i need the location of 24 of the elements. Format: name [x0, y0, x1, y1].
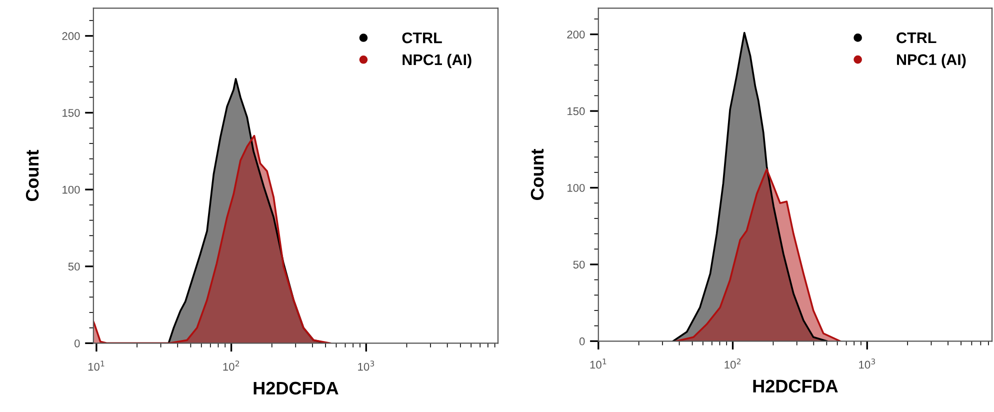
x-tick-label: 10$^{1}$ — [88, 360, 104, 371]
x-tick-label: 10$^{3}$ — [859, 358, 876, 369]
x-tick-label: 10$^{3}$ — [358, 360, 374, 371]
y-tick-label: 0 — [579, 337, 585, 346]
y-tick-label: 0 — [74, 339, 80, 348]
legend-label: NPC1 (AI) — [402, 54, 472, 68]
y-axis-title: Count — [530, 148, 544, 200]
x-tick-label: 10$^{2}$ — [724, 358, 741, 369]
y-tick-label: 150 — [568, 107, 585, 116]
y-tick-label: 50 — [573, 260, 585, 269]
legend-label: NPC1 (AI) — [897, 54, 966, 68]
y-tick-label: 100 — [568, 184, 585, 192]
legend-label: CTRL — [896, 32, 936, 44]
x-tick-label: 10$^{1}$ — [590, 358, 606, 369]
y-tick-label: 200 — [62, 32, 80, 40]
y-tick-label: 200 — [567, 30, 585, 38]
y-tick-label: 50 — [68, 262, 80, 271]
y-tick-label: 150 — [62, 108, 80, 117]
x-tick-label: 10$^{2}$ — [223, 360, 240, 371]
y-axis-title: Count — [26, 150, 39, 202]
x-axis-title: H2DCFDA — [254, 382, 338, 395]
legend-label: CTRL — [402, 32, 442, 44]
x-axis-title: H2DCFDA — [753, 380, 838, 393]
y-tick-label: 100 — [62, 186, 80, 194]
